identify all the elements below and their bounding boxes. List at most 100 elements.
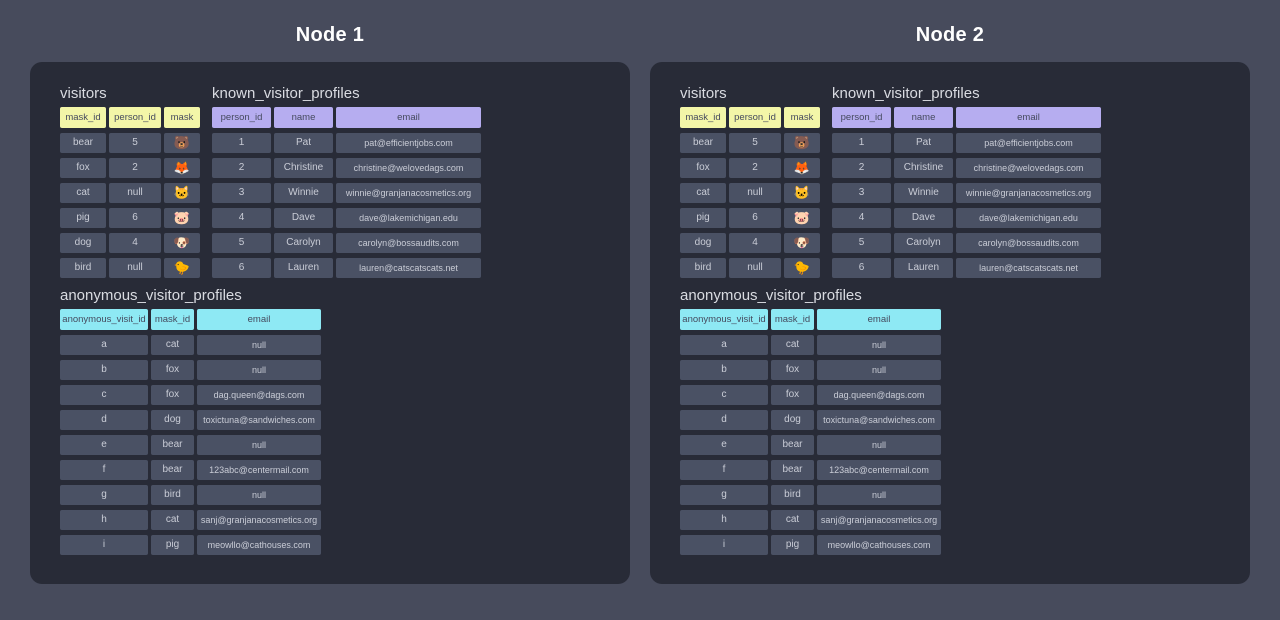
table-row: d dog toxictuna@sandwiches.com xyxy=(60,410,600,430)
table-row: bird null 🐤 xyxy=(680,258,820,278)
anonymous-visitor-profiles-title: anonymous_visitor_profiles xyxy=(680,287,862,304)
cell-person_id: 4 xyxy=(832,208,891,228)
cell-mask_id: bear xyxy=(151,435,194,455)
table-row: fox 2 🦊 xyxy=(60,158,200,178)
node-1-top-tables: visitors mask_id person_id mask bear 5 🐻 fox 2 🦊 c… xyxy=(60,85,600,283)
cell-mask_id: bird xyxy=(771,485,814,505)
column-header-email: email xyxy=(336,107,481,128)
table-row: dog 4 🐶 xyxy=(60,233,200,253)
cell-email: winnie@granjanacosmetics.org xyxy=(336,183,481,203)
table-row: h cat sanj@granjanacosmetics.org xyxy=(60,510,600,530)
anonymous-visitor-profiles-header-row: anonymous_visit_id mask_id email xyxy=(60,309,600,330)
cell-anonymous_visit_id: f xyxy=(680,460,768,480)
cell-mask_id: cat xyxy=(151,510,194,530)
anonymous-visitor-profiles-title: anonymous_visitor_profiles xyxy=(60,287,242,304)
cell-email: null xyxy=(817,360,941,380)
table-row: 3 Winnie winnie@granjanacosmetics.org xyxy=(212,183,481,203)
cell-name: Christine xyxy=(894,158,953,178)
cell-email: lauren@catscatscats.net xyxy=(956,258,1101,278)
table-row: 6 Lauren lauren@catscatscats.net xyxy=(832,258,1101,278)
table-row: 6 Lauren lauren@catscatscats.net xyxy=(212,258,481,278)
known-visitor-profiles-header-row: person_id name email xyxy=(832,107,1101,128)
cell-person_id: 5 xyxy=(832,233,891,253)
cell-name: Winnie xyxy=(894,183,953,203)
anonymous-visitor-profiles-table: anonymous_visitor_profiles anonymous_visi… xyxy=(60,287,600,555)
table-row: bird null 🐤 xyxy=(60,258,200,278)
cell-person_id: null xyxy=(729,183,781,203)
cell-person_id: 1 xyxy=(832,133,891,153)
known-visitor-profiles-title: known_visitor_profiles xyxy=(212,85,360,102)
pig-mask-icon: 🐷 xyxy=(784,208,820,228)
cell-anonymous_visit_id: b xyxy=(60,360,148,380)
cell-anonymous_visit_id: e xyxy=(60,435,148,455)
cell-email: pat@efficientjobs.com xyxy=(956,133,1101,153)
cell-anonymous_visit_id: d xyxy=(60,410,148,430)
known-visitor-profiles-table: known_visitor_profiles person_id name email… xyxy=(212,85,481,283)
table-row: 5 Carolyn carolyn@bossaudits.com xyxy=(212,233,481,253)
cell-person_id: 2 xyxy=(109,158,161,178)
table-row: b fox null xyxy=(60,360,600,380)
node-2-panel: visitors mask_id person_id mask bear 5 🐻 fox 2 🦊 c… xyxy=(650,62,1250,584)
cell-person_id: 5 xyxy=(212,233,271,253)
cell-mask_id: bird xyxy=(680,258,726,278)
cell-mask_id: pig xyxy=(771,535,814,555)
cell-email: dave@lakemichigan.edu xyxy=(336,208,481,228)
cell-mask_id: cat xyxy=(60,183,106,203)
cell-person_id: null xyxy=(109,258,161,278)
cell-email: null xyxy=(197,360,321,380)
column-header-mask: mask xyxy=(164,107,200,128)
cell-email: meowllo@cathouses.com xyxy=(817,535,941,555)
node-1-panel: visitors mask_id person_id mask bear 5 🐻 fox 2 🦊 c… xyxy=(30,62,630,584)
cell-person_id: 2 xyxy=(212,158,271,178)
cell-mask_id: cat xyxy=(771,335,814,355)
cell-mask_id: fox xyxy=(680,158,726,178)
column-header-anonymous_visit_id: anonymous_visit_id xyxy=(680,309,768,330)
cell-person_id: 6 xyxy=(729,208,781,228)
cell-mask_id: dog xyxy=(60,233,106,253)
cell-person_id: 6 xyxy=(832,258,891,278)
cell-mask_id: dog xyxy=(680,233,726,253)
cell-mask_id: bear xyxy=(771,460,814,480)
cell-email: sanj@granjanacosmetics.org xyxy=(817,510,941,530)
cell-email: null xyxy=(197,485,321,505)
cell-email: dag.queen@dags.com xyxy=(197,385,321,405)
cell-email: null xyxy=(817,435,941,455)
cell-name: Carolyn xyxy=(274,233,333,253)
cell-name: Christine xyxy=(274,158,333,178)
table-row: dog 4 🐶 xyxy=(680,233,820,253)
cell-anonymous_visit_id: i xyxy=(680,535,768,555)
node-1-section: Node 1 visitors mask_id person_id mask bear 5… xyxy=(30,0,630,584)
cell-person_id: 5 xyxy=(109,133,161,153)
visitors-header-row: mask_id person_id mask xyxy=(680,107,820,128)
table-row: cat null 🐱 xyxy=(60,183,200,203)
cell-mask_id: fox xyxy=(771,360,814,380)
cell-mask_id: bear xyxy=(771,435,814,455)
table-row: 1 Pat pat@efficientjobs.com xyxy=(212,133,481,153)
cat-mask-icon: 🐱 xyxy=(784,183,820,203)
table-row: c fox dag.queen@dags.com xyxy=(60,385,600,405)
cell-person_id: null xyxy=(109,183,161,203)
cell-anonymous_visit_id: g xyxy=(680,485,768,505)
cell-email: carolyn@bossaudits.com xyxy=(336,233,481,253)
cell-mask_id: fox xyxy=(60,158,106,178)
table-row: 4 Dave dave@lakemichigan.edu xyxy=(832,208,1101,228)
table-row: bear 5 🐻 xyxy=(680,133,820,153)
column-header-email: email xyxy=(197,309,321,330)
table-row: 5 Carolyn carolyn@bossaudits.com xyxy=(832,233,1101,253)
cell-anonymous_visit_id: d xyxy=(680,410,768,430)
cell-name: Winnie xyxy=(274,183,333,203)
table-row: f bear 123abc@centermail.com xyxy=(680,460,1220,480)
visitors-table: visitors mask_id person_id mask bear 5 🐻 fox 2 🦊 c… xyxy=(680,86,820,283)
cell-email: christine@welovedags.com xyxy=(956,158,1101,178)
node-1-title: Node 1 xyxy=(295,24,365,46)
table-row: g bird null xyxy=(60,485,600,505)
fox-mask-icon: 🦊 xyxy=(164,158,200,178)
cell-mask_id: fox xyxy=(771,385,814,405)
cell-anonymous_visit_id: b xyxy=(680,360,768,380)
bear-mask-icon: 🐻 xyxy=(784,133,820,153)
column-header-name: name xyxy=(274,107,333,128)
table-row: 3 Winnie winnie@granjanacosmetics.org xyxy=(832,183,1101,203)
node-2-section: Node 2 visitors mask_id person_id mask bear 5… xyxy=(650,0,1250,584)
cell-anonymous_visit_id: h xyxy=(60,510,148,530)
cell-anonymous_visit_id: a xyxy=(60,335,148,355)
